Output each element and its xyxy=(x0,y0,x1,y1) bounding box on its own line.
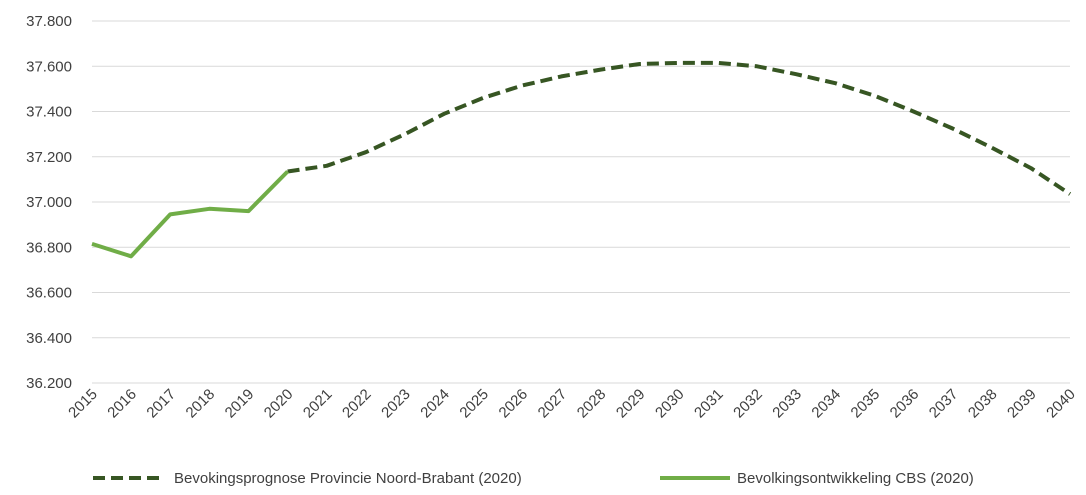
x-tick-label: 2034 xyxy=(808,386,844,422)
y-tick-label: 37.400 xyxy=(26,104,72,121)
x-tick-label: 2038 xyxy=(965,386,1001,422)
x-tick-label: 2023 xyxy=(378,386,414,422)
y-tick-label: 37.000 xyxy=(26,194,72,211)
gridlines xyxy=(92,20,1070,384)
x-tick-label: 2018 xyxy=(183,386,219,422)
x-axis-tick-labels: 2015 2016 2017 2018 2019 2020 2021 2022 2023 2024… xyxy=(65,386,1079,422)
x-tick-label: 2024 xyxy=(417,386,453,422)
x-tick-label: 2025 xyxy=(456,386,492,422)
y-tick-label: 36.600 xyxy=(26,285,72,302)
legend-label: Bevolkingsontwikkeling CBS (2020) xyxy=(737,470,974,487)
y-tick-label: 36.400 xyxy=(26,330,72,347)
data-point xyxy=(874,95,875,96)
series-lines xyxy=(91,60,1072,259)
x-tick-label: 2016 xyxy=(104,386,140,422)
x-tick-label: 2031 xyxy=(691,386,727,422)
x-tick-label: 2036 xyxy=(887,386,923,422)
y-tick-label: 37.200 xyxy=(26,149,72,166)
x-tick-label: 2032 xyxy=(730,386,766,422)
x-tick-label: 2019 xyxy=(222,386,258,422)
series-line-1 xyxy=(91,170,290,259)
x-tick-label: 2039 xyxy=(1004,386,1040,422)
data-point xyxy=(717,62,718,63)
x-tick-label: 2040 xyxy=(1043,386,1079,422)
data-point xyxy=(522,85,523,86)
data-point xyxy=(404,134,405,135)
y-tick-label: 36.200 xyxy=(26,375,72,392)
x-tick-label: 2021 xyxy=(300,386,336,422)
x-tick-label: 2030 xyxy=(652,386,688,422)
x-tick-label: 2027 xyxy=(535,386,571,422)
x-tick-label: 2028 xyxy=(574,386,610,422)
data-point xyxy=(678,62,679,63)
x-tick-label: 2035 xyxy=(848,386,884,422)
y-tick-label: 37.800 xyxy=(26,13,72,30)
x-tick-label: 2017 xyxy=(143,386,179,422)
series-line-0 xyxy=(287,60,1072,196)
y-tick-label: 36.800 xyxy=(26,239,72,256)
x-tick-label: 2020 xyxy=(261,386,297,422)
y-tick-label: 37.600 xyxy=(26,58,72,75)
x-tick-label: 2022 xyxy=(339,386,375,422)
legend-label: Bevokingsprognose Provincie Noord-Braban… xyxy=(174,470,522,487)
x-tick-label: 2037 xyxy=(926,386,962,422)
y-axis-tick-labels: 36.200 36.400 36.600 36.800 37.000 37.200 37.4… xyxy=(26,13,72,392)
legend: Bevokingsprognose Provincie Noord-Braban… xyxy=(93,470,974,487)
x-tick-label: 2026 xyxy=(496,386,532,422)
x-tick-label: 2033 xyxy=(769,386,805,422)
x-tick-label: 2029 xyxy=(613,386,649,422)
